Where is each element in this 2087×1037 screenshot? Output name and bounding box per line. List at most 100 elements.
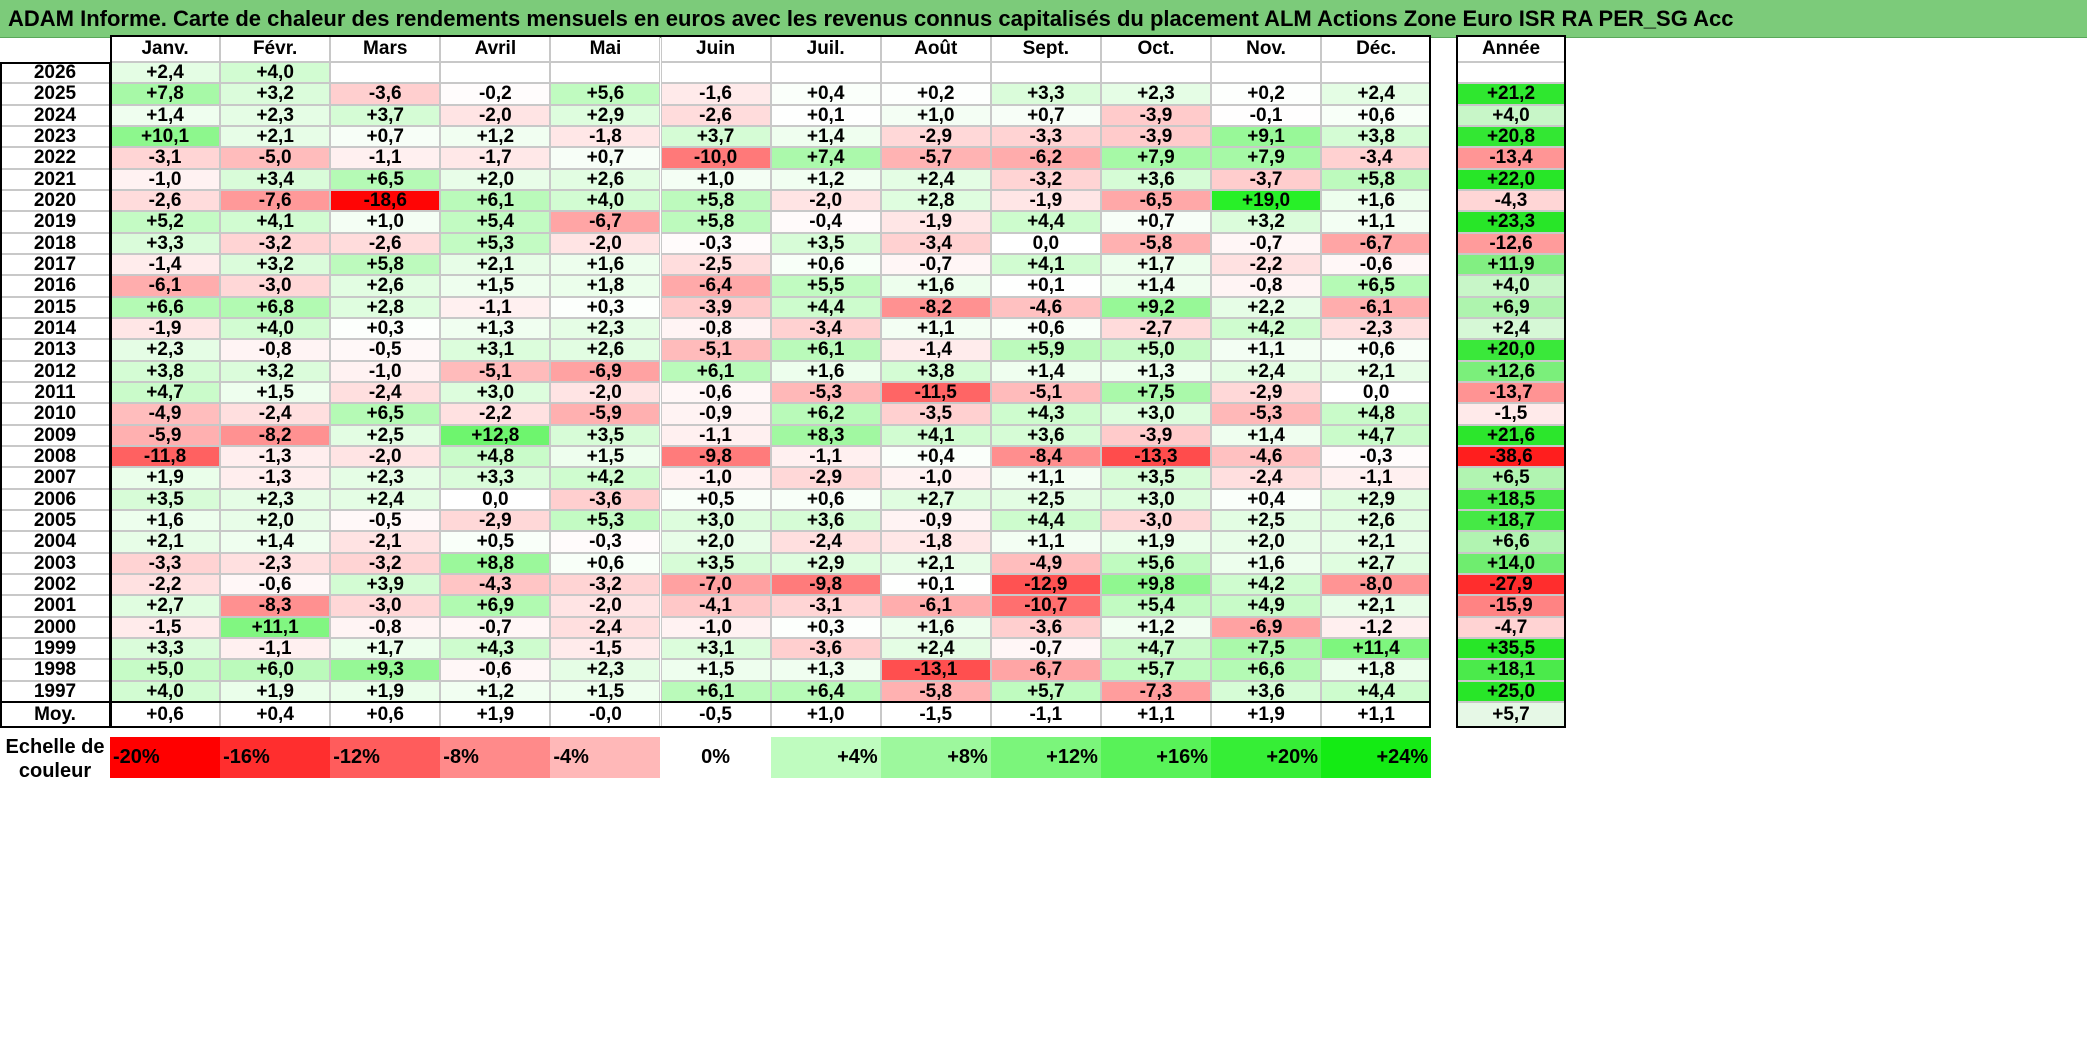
annual-value: +12,6 (1486, 360, 1536, 382)
heatmap-cell (1211, 659, 1322, 681)
heatmap-cell (1100, 168, 1211, 190)
cell-value: +3,5 (146, 488, 184, 510)
cell-value: +1,5 (696, 659, 735, 681)
heatmap-cell (880, 339, 991, 361)
heatmap-cell (440, 637, 551, 660)
cell-value: -2,3 (1359, 317, 1393, 339)
year-label: 2006 (33, 488, 77, 510)
cell-value: 0,0 (1362, 381, 1390, 403)
cell-value: -0,7 (919, 253, 953, 275)
heatmap-cell (990, 275, 1101, 297)
cell-value: +2,9 (1357, 488, 1395, 510)
annual-value: -13,7 (1489, 381, 1533, 403)
cell-value: 0,0 (482, 488, 509, 510)
cell-value: +2,3 (586, 317, 625, 339)
cell-value: +1,0 (366, 211, 404, 233)
cell-value: +6,6 (146, 296, 184, 318)
cell-value: -5,8 (1139, 232, 1173, 254)
cell-value: +1,0 (916, 104, 955, 126)
average-value: +0,4 (256, 704, 294, 725)
color-scale-tick: +4% (837, 746, 878, 768)
heatmap-cell (990, 445, 1101, 468)
cell-value: +10,1 (141, 125, 190, 147)
cell-value: +1,8 (1357, 659, 1395, 681)
heatmap-cell (660, 573, 771, 596)
annual-value: +25,0 (1486, 680, 1536, 702)
heatmap-cell (550, 637, 661, 660)
heatmap-cell (220, 296, 331, 318)
heatmap-cell (220, 360, 331, 382)
heatmap-cell (1211, 573, 1322, 596)
cell-value: -0,1 (1249, 104, 1283, 126)
average-annual-value: +5,7 (1492, 704, 1530, 725)
heatmap-cell (990, 509, 1101, 532)
heatmap-cell (440, 317, 551, 340)
cell-value: -6,7 (1359, 232, 1393, 254)
heatmap-cell (440, 467, 551, 489)
heatmap-cell (660, 403, 771, 425)
cell-value: -0,5 (368, 509, 402, 531)
cell-value: +1,9 (146, 467, 184, 489)
annual-value: +4,0 (1492, 104, 1530, 126)
cell-value: -2,9 (809, 467, 843, 489)
year-label: 2017 (33, 253, 77, 275)
heatmap-cell (770, 189, 881, 212)
cell-value: -1,4 (919, 339, 953, 361)
cell-value: -6,5 (1139, 189, 1173, 211)
heatmap-cell (1211, 339, 1322, 361)
heatmap-cell (550, 339, 661, 361)
cell-value: +6,5 (366, 403, 404, 425)
annual-value: +23,3 (1486, 211, 1536, 233)
heatmap-cell (770, 637, 881, 660)
cell-value: -3,2 (258, 232, 292, 254)
heatmap-cell (880, 637, 991, 660)
heatmap-cell (330, 595, 441, 617)
cell-value: -1,0 (148, 168, 182, 190)
heatmap-cell (770, 552, 881, 574)
heatmap-cell (1100, 125, 1211, 148)
month-header-cell (990, 35, 1101, 62)
month-header-cell (110, 35, 221, 62)
annual-value: -13,4 (1489, 147, 1533, 169)
heatmap-cell (880, 509, 991, 532)
heatmap-cell (770, 275, 881, 297)
cell-value: +1,4 (256, 531, 294, 553)
cell-value: -3,2 (368, 552, 402, 574)
cell-value: +4,4 (1357, 680, 1395, 702)
annual-value: -27,9 (1489, 573, 1533, 595)
heatmap-cell (880, 83, 991, 105)
cell-value: +2,2 (1247, 296, 1285, 318)
heatmap-cell (880, 445, 991, 468)
cell-value: +3,0 (1137, 488, 1175, 510)
cell-value: +8,8 (476, 552, 515, 574)
heatmap-cell (330, 616, 441, 638)
heatmap-cell (550, 253, 661, 276)
heatmap-cell (1211, 125, 1322, 148)
heatmap-cell (220, 381, 331, 404)
cell-value: +2,7 (916, 488, 955, 510)
heatmap-cell (770, 317, 881, 340)
cell-value: -9,8 (809, 573, 843, 595)
cell-value: -0,5 (368, 339, 402, 361)
heatmap-cell (220, 253, 331, 276)
cell-value: -2,9 (1249, 381, 1283, 403)
heatmap-cell (330, 232, 441, 254)
heatmap-cell (220, 168, 331, 190)
heatmap-cell (330, 275, 441, 297)
cell-value: -8,4 (1029, 445, 1063, 467)
heatmap-cell (330, 189, 441, 212)
cell-value: +5,8 (696, 211, 735, 233)
heatmap-cell (770, 595, 881, 617)
cell-value: -1,3 (258, 445, 292, 467)
cell-value: +4,2 (1247, 573, 1285, 595)
heatmap-cell (1100, 189, 1211, 212)
heatmap-cell (330, 83, 441, 105)
cell-value: +2,4 (146, 62, 184, 83)
cell-value: +2,9 (586, 104, 625, 126)
heatmap-cell (440, 552, 551, 574)
heatmap-cell (990, 403, 1101, 425)
cell-value: +0,6 (806, 488, 845, 510)
cell-value: +0,3 (366, 317, 404, 339)
heatmap-cell (1100, 381, 1211, 404)
heatmap-cell (1211, 424, 1322, 446)
